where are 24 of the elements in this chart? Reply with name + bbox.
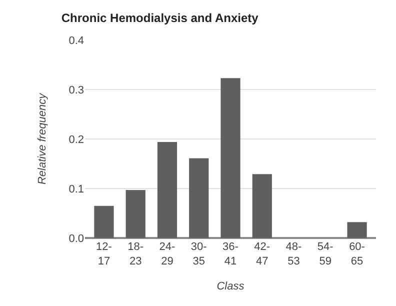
y-axis-title: Relative frequency: [36, 92, 48, 185]
x-tick-label: 60-65: [349, 241, 366, 268]
x-tick-label: 30-35: [190, 241, 208, 268]
x-tick-label: 42-47: [254, 241, 270, 268]
chart-title: Chronic Hemodialysis and Anxiety: [61, 11, 259, 26]
y-tick-label: 0.4: [68, 34, 84, 47]
x-tick-label: 48-53: [286, 241, 302, 268]
x-axis-title: Class: [216, 280, 245, 292]
bar: [347, 222, 367, 238]
bar: [252, 174, 272, 238]
bar: [157, 142, 178, 238]
y-tick-label: 0.2: [68, 134, 84, 146]
x-tick-label: 12-17: [96, 241, 112, 268]
bar: [94, 206, 114, 238]
bar: [126, 190, 146, 238]
x-tick-label: 54-59: [317, 241, 334, 268]
y-tick-label: 0.0: [68, 232, 84, 245]
y-tick-label: 0.1: [68, 183, 84, 196]
bar: [220, 78, 240, 238]
x-tick-label: 24-29: [159, 241, 176, 268]
x-tick-label: 18-23: [128, 241, 144, 268]
x-tick-label: 36-41: [222, 241, 239, 268]
bar: [189, 158, 209, 238]
y-tick-label: 0.3: [68, 84, 84, 96]
